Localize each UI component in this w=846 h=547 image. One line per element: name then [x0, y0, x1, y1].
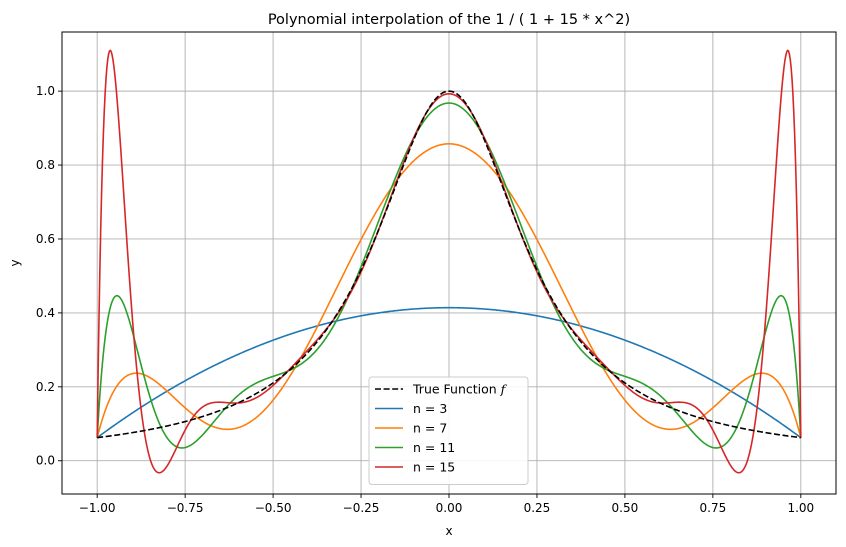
y-tick-label: 0.6 [36, 232, 55, 246]
series-line-n-3 [96, 306, 802, 439]
legend-box [368, 376, 529, 485]
grid [62, 32, 836, 494]
y-tick-label: 0.8 [36, 158, 55, 172]
y-tick-label: 0.0 [36, 454, 55, 468]
series-line-true-function-f [97, 90, 801, 439]
y-tick-label: 1.0 [36, 84, 55, 98]
legend-label-true-function-f: True Function f [412, 382, 508, 397]
series-line-n-11 [96, 102, 802, 449]
x-tick-label: 0.50 [612, 501, 639, 515]
x-tick-label: −0.75 [167, 501, 204, 515]
legend-label-n-11: n = 11 [413, 440, 455, 455]
x-tick-label: −0.50 [255, 501, 292, 515]
series-line-n-7 [96, 143, 802, 438]
x-tick-label: 1.00 [787, 501, 814, 515]
legend-label-n-15: n = 15 [413, 460, 455, 475]
x-tick-label: 0.25 [524, 501, 551, 515]
y-tick-label: 0.4 [36, 306, 55, 320]
y-axis-label: y [8, 259, 22, 266]
x-tick-label: −0.25 [343, 501, 380, 515]
x-tick-label: 0.75 [700, 501, 727, 515]
ticks: −1.00 −0.75 −0.50 −0.25 0.00 0.25 0.50 0.75 1.00… [36, 84, 814, 515]
chart-title: Polynomial interpolation of the 1 / ( 1 … [268, 12, 630, 28]
series-line-n-15 [96, 49, 802, 474]
legend-label-n-3: n = 3 [413, 401, 447, 416]
x-tick-label: −1.00 [79, 501, 116, 515]
legend: True Function f n = 3 n = 7 n = 11 n = 15 [368, 376, 529, 485]
x-axis-label: x [445, 524, 452, 538]
legend-label-n-7: n = 7 [413, 421, 447, 436]
series-layer [96, 49, 802, 474]
x-tick-label: 0.00 [436, 501, 463, 515]
y-tick-label: 0.2 [36, 380, 55, 394]
